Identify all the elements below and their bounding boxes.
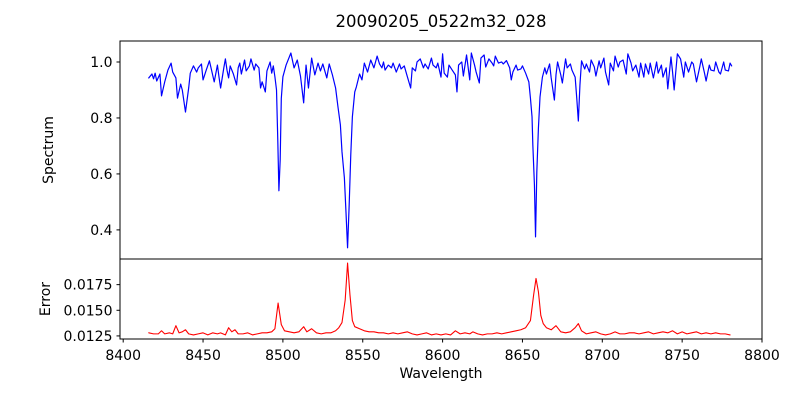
spectrum-y-axis-label: Spectrum (41, 116, 57, 184)
error-y-tick-label: 0.0125 (64, 329, 113, 345)
x-axis-label: Wavelength (399, 366, 482, 382)
x-tick-label: 8750 (664, 348, 700, 364)
x-tick-label: 8800 (744, 348, 780, 364)
error-y-tick-label: 0.0175 (64, 278, 113, 294)
x-tick-label: 8700 (584, 348, 620, 364)
x-tick-label: 8650 (505, 348, 541, 364)
error-y-tick-label: 0.0150 (64, 303, 113, 319)
axis-ticks: 0.4 0.6 0.8 1.0 0.0125 0.0150 0.0175 8400 8450 85… (64, 55, 780, 364)
x-tick-label: 8500 (265, 348, 301, 364)
chart-title: 20090205_0522m32_028 (335, 12, 546, 32)
error-line (148, 262, 731, 336)
spectrum-y-tick-label: 0.4 (90, 223, 112, 239)
error-axes (119, 258, 763, 340)
x-tick-label: 8450 (185, 348, 221, 364)
spectrum-y-tick-label: 1.0 (90, 55, 112, 71)
error-axes-frame (119, 258, 763, 340)
spectrum-line (148, 52, 733, 249)
x-tick-label: 8550 (345, 348, 381, 364)
spectrum-y-tick-label: 0.8 (90, 111, 112, 127)
x-tick-label: 8600 (425, 348, 461, 364)
error-y-axis-label: Error (38, 282, 54, 316)
x-tick-label: 8400 (105, 348, 141, 364)
spectrum-y-tick-label: 0.6 (90, 167, 112, 183)
